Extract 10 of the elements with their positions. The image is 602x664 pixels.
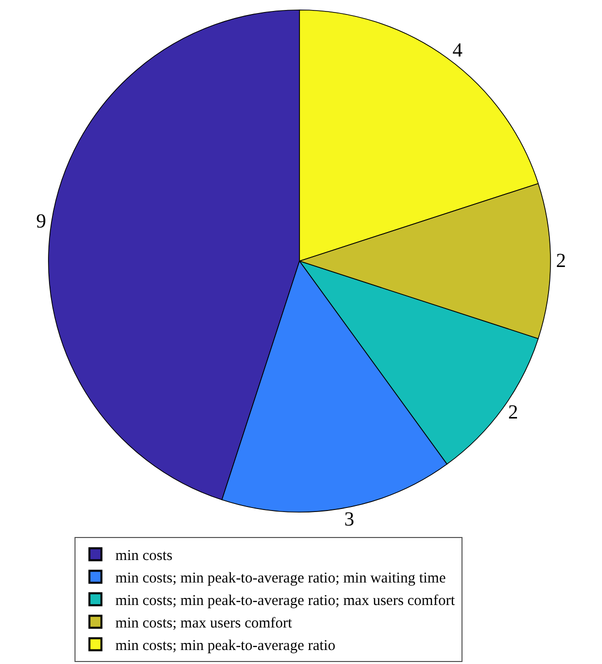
data-label: 3	[344, 508, 354, 531]
legend-label: min costs	[115, 548, 173, 564]
legend-label: min costs; min peak-to-average ratio; max users comfort	[115, 593, 456, 610]
data-label: 2	[508, 401, 518, 424]
data-label: 9	[36, 210, 46, 232]
legend-label: min costs; min peak-to-average ratio	[115, 638, 336, 654]
legend-label: min costs; min peak-to-average ratio; min waiting time	[115, 570, 446, 587]
data-label: 2	[556, 250, 566, 272]
legend-label: min costs; max users comfort	[115, 616, 293, 632]
data-label: 4	[452, 40, 463, 62]
